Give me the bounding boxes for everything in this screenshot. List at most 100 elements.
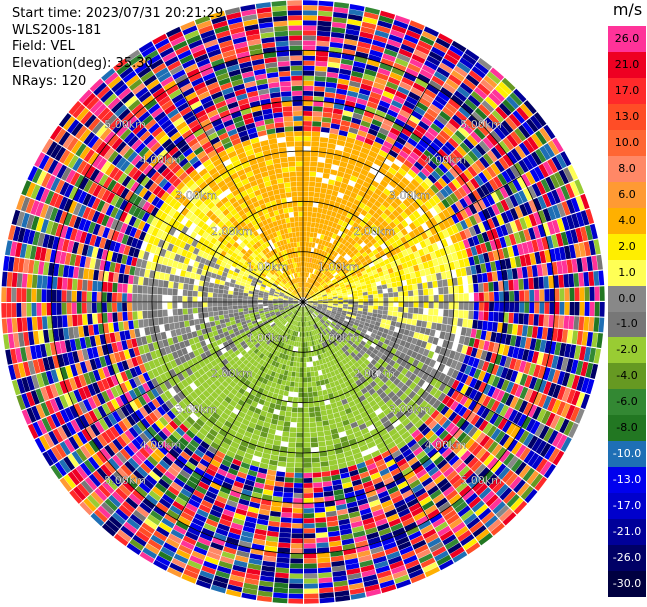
velocity-gate (370, 373, 378, 381)
velocity-gate (457, 126, 470, 138)
velocity-gate (317, 294, 322, 298)
velocity-gate (574, 179, 585, 195)
velocity-gate (356, 224, 363, 232)
velocity-gate (448, 118, 461, 130)
velocity-gate (312, 274, 316, 279)
velocity-gate (576, 330, 583, 345)
velocity-gate (594, 302, 600, 317)
velocity-gate (317, 162, 325, 168)
velocity-gate (320, 188, 327, 194)
velocity-gate (310, 156, 318, 162)
velocity-gate (304, 292, 306, 298)
velocity-gate (420, 390, 429, 400)
velocity-gate (366, 101, 378, 110)
velocity-gate (275, 567, 289, 574)
velocity-gate (389, 325, 396, 332)
velocity-gate (413, 406, 423, 416)
velocity-gate (461, 249, 468, 259)
velocity-gate (424, 357, 432, 366)
velocity-gate (578, 346, 587, 361)
velocity-gate (363, 352, 370, 359)
velocity-gate (414, 175, 424, 185)
velocity-gate (353, 355, 360, 362)
velocity-gate (364, 68, 377, 77)
velocity-gate (328, 267, 333, 272)
velocity-gate (341, 312, 347, 316)
velocity-gate (314, 187, 321, 193)
velocity-gate (473, 127, 486, 140)
velocity-gate (411, 393, 421, 403)
velocity-gate (291, 543, 303, 549)
velocity-gate (508, 409, 518, 422)
velocity-gate (321, 293, 327, 296)
velocity-gate (475, 432, 486, 444)
velocity-gate (323, 490, 334, 497)
velocity-gate (385, 196, 394, 205)
velocity-gate (303, 226, 307, 232)
velocity-gate (556, 434, 568, 450)
velocity-gate (383, 293, 389, 298)
velocity-gate (354, 319, 361, 324)
velocity-gate (281, 512, 292, 518)
velocity-gate (460, 219, 468, 230)
velocity-gate (557, 386, 566, 401)
velocity-gate (343, 329, 350, 335)
velocity-gate (358, 323, 364, 329)
velocity-gate (401, 367, 409, 376)
velocity-gate (315, 310, 320, 314)
velocity-gate (312, 207, 318, 213)
velocity-gate (360, 369, 367, 376)
velocity-gate (303, 267, 305, 272)
velocity-gate (364, 137, 374, 146)
velocity-gate (298, 387, 303, 393)
velocity-gate (480, 184, 490, 196)
velocity-gate (484, 302, 489, 312)
velocity-gate (500, 199, 510, 212)
velocity-gate (332, 280, 338, 285)
velocity-gate (380, 212, 388, 220)
velocity-gate (306, 294, 310, 299)
velocity-gate (330, 195, 337, 202)
velocity-gate (421, 426, 431, 436)
velocity-gate (350, 239, 357, 246)
velocity-gate (307, 304, 312, 307)
velocity-gate (575, 227, 584, 243)
velocity-gate (475, 159, 486, 172)
velocity-gate (379, 62, 393, 72)
velocity-gate (547, 221, 556, 235)
velocity-gate (522, 156, 534, 171)
velocity-gate (306, 295, 311, 299)
velocity-gate (451, 40, 467, 53)
velocity-gate (340, 156, 349, 163)
velocity-gate (361, 21, 377, 30)
velocity-gate (345, 272, 351, 277)
velocity-gate (362, 181, 371, 189)
velocity-gate (454, 403, 464, 414)
velocity-gate (317, 20, 332, 27)
velocity-gate (437, 33, 453, 45)
velocity-gate (489, 352, 498, 364)
velocity-gate (286, 457, 295, 463)
velocity-gate (367, 227, 374, 235)
velocity-gate (316, 276, 321, 282)
velocity-gate (307, 377, 312, 383)
velocity-gate (383, 208, 392, 217)
velocity-gate (413, 332, 420, 339)
velocity-gate (368, 54, 382, 63)
velocity-gate (441, 145, 452, 156)
velocity-gate (453, 351, 461, 361)
velocity-gate (483, 340, 490, 351)
velocity-gate (352, 307, 358, 311)
velocity-gate (546, 262, 553, 276)
velocity-gate (445, 195, 455, 206)
velocity-gate (370, 278, 376, 284)
velocity-gate (303, 141, 311, 147)
velocity-gate (313, 248, 318, 254)
velocity-gate (556, 356, 564, 370)
velocity-gate (298, 397, 303, 403)
velocity-gate (327, 67, 340, 74)
velocity-gate (543, 314, 549, 327)
velocity-gate (481, 196, 491, 208)
velocity-gate (423, 288, 429, 296)
velocity-gate (450, 400, 459, 411)
